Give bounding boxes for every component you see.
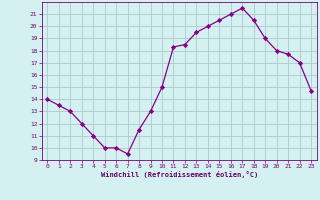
X-axis label: Windchill (Refroidissement éolien,°C): Windchill (Refroidissement éolien,°C): [100, 171, 258, 178]
